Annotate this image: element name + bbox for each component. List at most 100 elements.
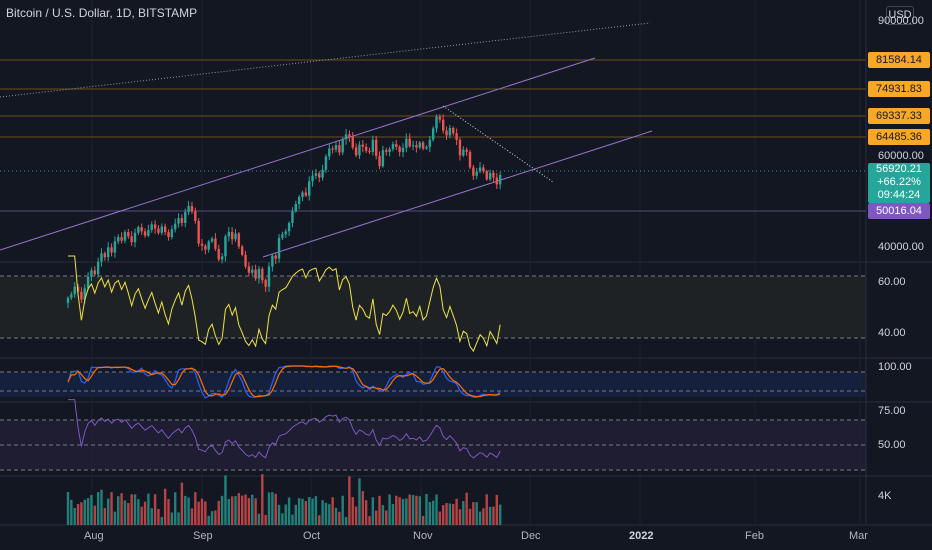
candle-body — [398, 146, 401, 152]
candle-body — [214, 238, 217, 249]
candle-body — [264, 280, 267, 287]
volume-bar — [371, 497, 375, 525]
candle-body — [301, 192, 304, 197]
candle-body — [207, 241, 210, 250]
volume-bar — [237, 493, 241, 525]
cci-line — [68, 399, 501, 459]
candle-body — [294, 204, 297, 212]
volume-bar — [66, 491, 70, 525]
volume-bar — [468, 508, 472, 525]
candle-body — [284, 231, 287, 235]
candle-body — [378, 155, 381, 167]
candle-body — [331, 148, 334, 150]
volume-bar — [130, 494, 133, 525]
volume-bar — [174, 492, 177, 525]
candle-body — [96, 261, 100, 275]
candle-body — [321, 169, 324, 178]
volume-bar — [251, 494, 254, 525]
volume-bar — [334, 507, 338, 525]
candle-body — [110, 247, 113, 253]
volume-bar — [358, 478, 361, 525]
candle-body — [73, 286, 76, 295]
candle-body — [488, 172, 492, 180]
candle-body — [395, 144, 398, 147]
time-axis-label: 2022 — [629, 530, 654, 542]
volume-bar — [147, 493, 150, 525]
volume-bar — [217, 500, 220, 525]
candle-body — [468, 151, 472, 168]
candle-body — [70, 294, 73, 298]
price-axis-label-mid: 60000.00 — [878, 150, 924, 162]
candle-body — [170, 229, 174, 238]
volume-bar — [264, 514, 267, 525]
down-trendline — [442, 105, 554, 183]
volume-bar — [287, 497, 291, 525]
candle-body — [472, 167, 475, 176]
currency-button[interactable]: USD — [886, 6, 914, 25]
volume-bar — [70, 499, 73, 525]
volume-bar — [76, 504, 80, 525]
volume-bar — [180, 482, 184, 525]
candle-body — [415, 145, 418, 148]
volume-bar — [344, 516, 348, 525]
candle-body — [140, 227, 143, 232]
candle-body — [133, 232, 137, 243]
candle-body — [190, 206, 194, 212]
volume-bar — [257, 513, 261, 525]
volume-bar — [442, 505, 445, 525]
volume-bar — [170, 512, 174, 525]
volume-bar — [140, 506, 143, 525]
volume-bar — [401, 499, 405, 525]
candle-body — [204, 245, 207, 250]
candle-body — [257, 268, 261, 279]
volume-bar — [462, 501, 465, 525]
volume-bar — [133, 494, 137, 525]
candle-body — [324, 156, 328, 170]
candle-body — [478, 167, 482, 172]
volume-bar — [448, 503, 452, 525]
volume-bar — [277, 504, 281, 525]
volume-bar — [308, 496, 311, 525]
symbol-title[interactable]: Bitcoin / U.S. Dollar, 1D, BITSTAMP — [6, 6, 198, 20]
candle-body — [83, 288, 86, 300]
candle-body — [314, 173, 318, 176]
volume-bar — [197, 501, 200, 525]
candle-body — [237, 233, 241, 247]
candle-body — [117, 237, 120, 242]
candle-body — [167, 232, 170, 238]
volume-bar — [328, 504, 331, 525]
volume-bar — [194, 492, 197, 525]
candle-body — [120, 237, 123, 241]
candle-body — [163, 226, 167, 233]
candle-body — [187, 206, 190, 213]
volume-bar — [364, 500, 368, 525]
volume-bar — [271, 492, 274, 525]
volume-bar — [314, 496, 318, 525]
rsi-line — [68, 255, 501, 353]
candle-body — [127, 232, 130, 237]
candle-body — [147, 229, 150, 236]
candle-body — [177, 218, 180, 224]
volume-bar — [143, 501, 147, 525]
candle-body — [150, 224, 153, 230]
volume-bar — [482, 508, 485, 525]
volume-bar — [438, 511, 442, 525]
volume-bar — [227, 499, 230, 525]
volume-bar — [291, 514, 294, 525]
candle-body — [86, 276, 90, 289]
price-change: +66.22% — [877, 176, 921, 188]
candle-body — [492, 172, 495, 178]
volume-bar — [418, 496, 421, 525]
volume-bar — [230, 496, 234, 525]
candle-body — [143, 231, 147, 236]
candle-body — [328, 148, 331, 157]
time-axis-label: Aug — [84, 530, 104, 542]
volume-bar — [361, 491, 364, 525]
volume-bar — [408, 494, 411, 525]
volume-bar — [281, 513, 284, 525]
volume-bar — [177, 512, 180, 525]
candle-body — [334, 145, 338, 150]
candle-body — [234, 233, 237, 240]
candle-body — [220, 256, 224, 260]
